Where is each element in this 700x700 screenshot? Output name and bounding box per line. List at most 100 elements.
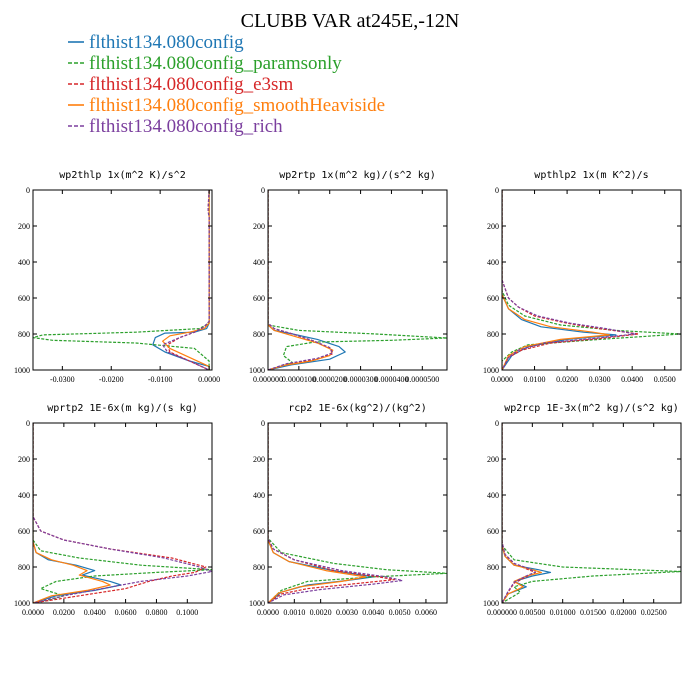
y-tick-label: 0 <box>26 186 30 195</box>
y-tick-label: 1000 <box>483 599 499 608</box>
panel-title: wprtp2 1E-6x(m kg)/(s kg) <box>47 403 198 414</box>
x-tick-label: 0.0300 <box>589 375 611 384</box>
y-tick-label: 200 <box>253 222 265 231</box>
x-tick-label: 0.0050 <box>389 608 411 617</box>
y-tick-label: 1000 <box>249 366 265 375</box>
plot-frame <box>501 422 682 604</box>
y-tick-label: 200 <box>18 222 30 231</box>
y-tick-label: 1000 <box>249 599 265 608</box>
series-group <box>268 190 447 370</box>
series-line <box>33 423 212 603</box>
panel-3: wpthlp2 1x(m K^2)/s 0 200 400 600 800 10000.00… <box>483 170 682 384</box>
x-tick-label: -0.0100 <box>148 375 173 384</box>
x-tick-label: 0.0800 <box>145 608 167 617</box>
x-tick-label: 0.0000 <box>257 608 279 617</box>
series-line <box>268 423 366 603</box>
x-tick-label: 0.0020 <box>310 608 332 617</box>
series-group <box>502 423 681 603</box>
x-tick-label: 0.0040 <box>362 608 384 617</box>
panel-title: rcp2 1E-6x(kg^2)/(kg^2) <box>288 403 426 414</box>
series-line <box>162 190 210 370</box>
y-tick-label: 800 <box>253 563 265 572</box>
plot-frame <box>267 189 448 371</box>
series-line <box>268 190 447 370</box>
legend-label: flthist134.080config_smoothHeaviside <box>89 95 385 116</box>
x-tick-label: -0.0200 <box>99 375 124 384</box>
y-tick-label: 600 <box>18 527 30 536</box>
x-tick-label: 0.01500 <box>580 608 606 617</box>
y-tick-label: 800 <box>487 330 499 339</box>
y-tick-label: 800 <box>253 330 265 339</box>
y-tick-label: 0 <box>26 419 30 428</box>
y-tick-label: 1000 <box>14 599 30 608</box>
x-tick-label: 0.0000200 <box>313 375 347 384</box>
series-line <box>502 423 681 603</box>
y-tick-label: 400 <box>18 491 30 500</box>
x-tick-label: 0.0000300 <box>344 375 378 384</box>
y-tick-label: 0 <box>261 186 265 195</box>
panels: wp2thlp 1x(m^2 K)/s^2 0 200 400 600 800 1000 -0… <box>14 170 682 617</box>
panel-title: wp2rcp 1E-3x(m^2 kg)/(s^2 kg) <box>504 403 679 414</box>
x-tick-label: 0.02000 <box>610 608 636 617</box>
panel-4: wprtp2 1E-6x(m kg)/(s kg) 0 200 400 600 800 10… <box>14 403 213 617</box>
series-line <box>502 423 542 603</box>
panel-title: wpthlp2 1x(m K^2)/s <box>534 170 648 181</box>
y-tick-label: 600 <box>487 294 499 303</box>
y-tick-label: 0 <box>495 419 499 428</box>
x-tick-label: 0.0000400 <box>374 375 408 384</box>
series-line <box>152 190 210 370</box>
series-line <box>268 190 334 370</box>
x-tick-label: 0.0100 <box>524 375 546 384</box>
plot-frame <box>267 422 448 604</box>
series-line <box>268 190 334 370</box>
y-tick-label: 400 <box>253 258 265 267</box>
series-line <box>33 423 111 603</box>
x-tick-label: 0.0030 <box>336 608 358 617</box>
x-tick-label: 0.0000 <box>491 375 513 384</box>
y-tick-label: 600 <box>18 294 30 303</box>
x-tick-label: 0.0500 <box>654 375 676 384</box>
series-group <box>502 190 681 370</box>
x-tick-label: 0.0000100 <box>282 375 316 384</box>
x-tick-label: 0.0000500 <box>405 375 439 384</box>
series-line <box>502 190 681 370</box>
x-tick-label: 0.0010 <box>283 608 305 617</box>
legend-label: flthist134.080config <box>89 32 244 53</box>
y-tick-label: 400 <box>487 491 499 500</box>
y-tick-label: 200 <box>487 222 499 231</box>
legend: flthist134.080config flthist134.080config… <box>68 32 385 137</box>
panel-5: rcp2 1E-6x(kg^2)/(kg^2) 0 200 400 600 800 1000… <box>249 403 448 617</box>
x-tick-label: 0.0400 <box>84 608 106 617</box>
y-tick-label: 600 <box>253 294 265 303</box>
y-tick-label: 400 <box>18 258 30 267</box>
x-tick-label: 0.01000 <box>550 608 576 617</box>
x-tick-label: 0.0000 <box>198 375 220 384</box>
series-line <box>33 190 210 370</box>
series-group <box>33 190 210 370</box>
y-tick-label: 400 <box>487 258 499 267</box>
x-tick-label: 0.000000 <box>487 608 517 617</box>
panel-2: wp2rtp 1x(m^2 kg)/(s^2 kg) 0 200 400 600 800 1… <box>249 170 448 384</box>
y-tick-label: 200 <box>18 455 30 464</box>
x-tick-label: 0.0060 <box>415 608 437 617</box>
x-tick-label: 0.02500 <box>641 608 667 617</box>
y-tick-label: 400 <box>253 491 265 500</box>
plot-frame <box>32 189 213 371</box>
y-tick-label: 1000 <box>483 366 499 375</box>
x-tick-label: 0.0200 <box>53 608 75 617</box>
legend-label: flthist134.080config_e3sm <box>89 74 293 95</box>
x-tick-label: 0.000000 <box>253 375 283 384</box>
x-tick-label: 0.0200 <box>556 375 578 384</box>
series-line <box>162 190 210 370</box>
x-tick-label: 0.0400 <box>621 375 643 384</box>
series-line <box>502 190 636 370</box>
series-line <box>502 423 536 603</box>
panel-1: wp2thlp 1x(m^2 K)/s^2 0 200 400 600 800 1000 -0… <box>14 170 220 384</box>
plot-frame <box>32 422 213 604</box>
series-line <box>268 423 403 603</box>
y-tick-label: 600 <box>487 527 499 536</box>
y-tick-label: 800 <box>487 563 499 572</box>
x-tick-label: 0.1000 <box>176 608 198 617</box>
figure-title: CLUBB VAR at245E,-12N <box>241 10 460 32</box>
